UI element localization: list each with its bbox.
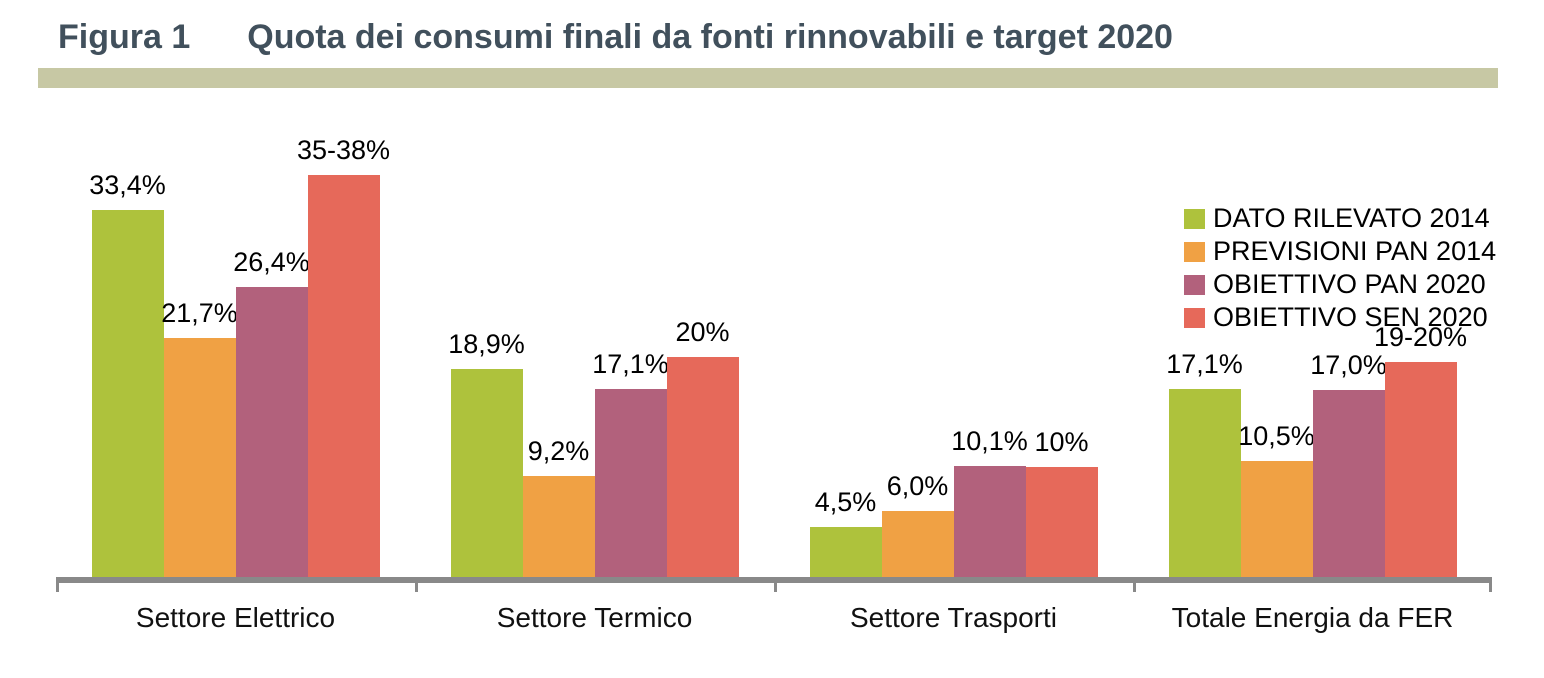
bar-value-label: 10,5% bbox=[1238, 421, 1315, 451]
bar-value-label: 10,1% bbox=[951, 426, 1028, 456]
category-label: Settore Termico bbox=[496, 602, 693, 633]
figure-title: Quota dei consumi finali da fonti rinnov… bbox=[247, 18, 1173, 56]
bar-value-label: 35-38% bbox=[296, 135, 391, 165]
bar bbox=[809, 527, 882, 577]
category-label: Settore Trasporti bbox=[850, 602, 1057, 633]
legend-swatch-icon bbox=[1184, 307, 1205, 328]
bar-chart: DATO RILEVATO 2014 PREVISIONI PAN 2014 OBI… bbox=[0, 90, 1544, 678]
bar bbox=[235, 287, 308, 577]
bar-value-label: 17,1% bbox=[592, 349, 669, 379]
bar bbox=[1384, 362, 1457, 577]
legend-swatch-icon bbox=[1184, 241, 1205, 262]
x-axis-line bbox=[56, 577, 1492, 583]
legend-label: PREVISIONI PAN 2014 bbox=[1213, 236, 1497, 266]
legend-swatch-icon bbox=[1184, 274, 1205, 295]
axis-tick bbox=[1133, 577, 1136, 592]
bar bbox=[1168, 389, 1241, 577]
bar bbox=[1312, 390, 1385, 577]
legend-label: OBIETTIVO SEN 2020 bbox=[1213, 302, 1488, 332]
bar bbox=[163, 338, 236, 577]
legend-swatch-icon bbox=[1184, 208, 1205, 229]
legend-item: OBIETTIVO SEN 2020 bbox=[1184, 301, 1496, 334]
bar-value-label: 26,4% bbox=[233, 247, 310, 277]
bar-value-label: 21,7% bbox=[161, 298, 238, 328]
bar bbox=[1025, 467, 1098, 577]
legend-item: PREVISIONI PAN 2014 bbox=[1184, 235, 1496, 268]
bar-value-label: 17,0% bbox=[1310, 350, 1387, 380]
bar bbox=[307, 175, 380, 577]
category-label: Settore Elettrico bbox=[135, 602, 336, 633]
legend-item: DATO RILEVATO 2014 bbox=[1184, 202, 1496, 235]
bar-value-label: 18,9% bbox=[448, 329, 525, 359]
axis-tick bbox=[1489, 577, 1492, 592]
bar bbox=[450, 369, 523, 577]
bar bbox=[91, 210, 164, 577]
legend-item: OBIETTIVO PAN 2020 bbox=[1184, 268, 1496, 301]
chart-legend: DATO RILEVATO 2014 PREVISIONI PAN 2014 OBI… bbox=[1184, 202, 1496, 334]
bar-value-label: 19-20% bbox=[1373, 322, 1468, 352]
bar-value-label: 6,0% bbox=[886, 471, 949, 501]
bar bbox=[1240, 461, 1313, 577]
category-label: Totale Energia da FER bbox=[1171, 602, 1454, 633]
bar-value-label: 10% bbox=[1034, 427, 1089, 457]
bar bbox=[522, 476, 595, 577]
bar bbox=[594, 389, 667, 577]
bar-value-label: 9,2% bbox=[527, 436, 590, 466]
axis-tick bbox=[415, 577, 418, 592]
bar-value-label: 20% bbox=[675, 317, 730, 347]
bar bbox=[953, 466, 1026, 577]
figure-label: Figura 1 bbox=[58, 18, 191, 56]
bar-value-label: 33,4% bbox=[89, 170, 166, 200]
bar-value-label: 17,1% bbox=[1166, 349, 1243, 379]
bar bbox=[881, 511, 954, 577]
title-underline-band bbox=[38, 68, 1498, 88]
bar-value-label: 4,5% bbox=[814, 487, 877, 517]
bar bbox=[666, 357, 739, 577]
figure-header: Figura 1 Quota dei consumi finali da fon… bbox=[58, 16, 1173, 58]
legend-label: OBIETTIVO PAN 2020 bbox=[1213, 269, 1486, 299]
axis-tick bbox=[56, 577, 59, 592]
legend-label: DATO RILEVATO 2014 bbox=[1213, 203, 1490, 233]
axis-tick bbox=[774, 577, 777, 592]
